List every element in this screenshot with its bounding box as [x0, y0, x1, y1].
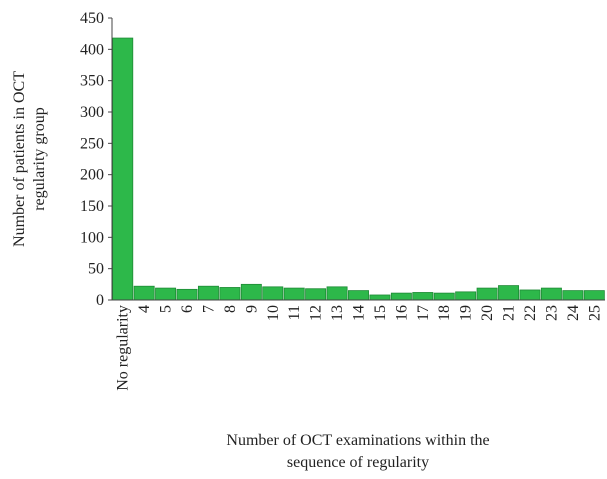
y-axis-label: regularity group	[31, 107, 48, 211]
y-axis-label: Number of patients in OCT	[11, 71, 28, 247]
x-tick-label: 22	[522, 305, 539, 321]
x-tick-label: 19	[458, 305, 475, 321]
x-tick-label: 23	[543, 305, 560, 321]
x-tick-label: 15	[372, 305, 389, 321]
x-tick-label: 8	[222, 305, 239, 313]
bar	[583, 290, 605, 301]
x-tick-label: 7	[200, 305, 217, 313]
bar	[197, 285, 219, 301]
bar	[455, 291, 477, 301]
x-tick-label: 25	[586, 305, 603, 321]
bar	[326, 286, 348, 301]
y-tick-label: 450	[80, 10, 104, 27]
x-axis-label: Number of OCT examinations within the	[226, 432, 489, 449]
bar	[519, 289, 541, 301]
y-tick-label: 250	[80, 135, 104, 152]
x-tick-label: 16	[393, 305, 410, 321]
y-tick-label: 150	[80, 198, 104, 215]
bar	[498, 285, 520, 301]
y-tick-label: 400	[80, 41, 104, 58]
x-tick-label: 12	[308, 305, 325, 321]
bar	[412, 292, 434, 301]
x-tick-label: 9	[243, 305, 260, 313]
x-tick-label: No regularity	[115, 305, 132, 391]
x-tick-label: 10	[265, 305, 282, 321]
x-tick-label: 24	[565, 305, 582, 321]
y-tick-label: 100	[80, 229, 104, 246]
y-tick-label: 350	[80, 73, 104, 90]
bar	[240, 283, 262, 301]
bar	[390, 292, 412, 301]
x-tick-label: 13	[329, 305, 346, 321]
x-tick-label: 6	[179, 305, 196, 313]
x-tick-label: 4	[136, 305, 153, 313]
bar	[540, 287, 562, 301]
x-axis-label: sequence of regularity	[287, 454, 429, 471]
x-tick-label: 14	[351, 305, 368, 321]
bar	[476, 287, 498, 301]
x-tick-label: 17	[415, 305, 432, 321]
x-tick-label: 18	[436, 305, 453, 321]
y-tick-label: 200	[80, 167, 104, 184]
bar	[433, 292, 455, 301]
y-tick-label: 300	[80, 104, 104, 121]
y-tick-label: 0	[96, 292, 104, 309]
bar	[133, 285, 155, 301]
bar	[155, 287, 177, 301]
bar	[283, 287, 305, 301]
bar	[369, 294, 391, 301]
bar	[219, 287, 241, 301]
bar	[112, 37, 134, 301]
bar	[562, 290, 584, 301]
bar	[348, 290, 369, 301]
x-tick-label: 11	[286, 305, 303, 320]
bar	[262, 286, 284, 301]
x-tick-label: 5	[158, 305, 175, 313]
x-tick-label: 20	[479, 305, 496, 321]
bar	[305, 288, 327, 301]
x-tick-label: 21	[501, 305, 518, 321]
bar	[176, 288, 198, 301]
y-tick-label: 50	[88, 261, 104, 278]
